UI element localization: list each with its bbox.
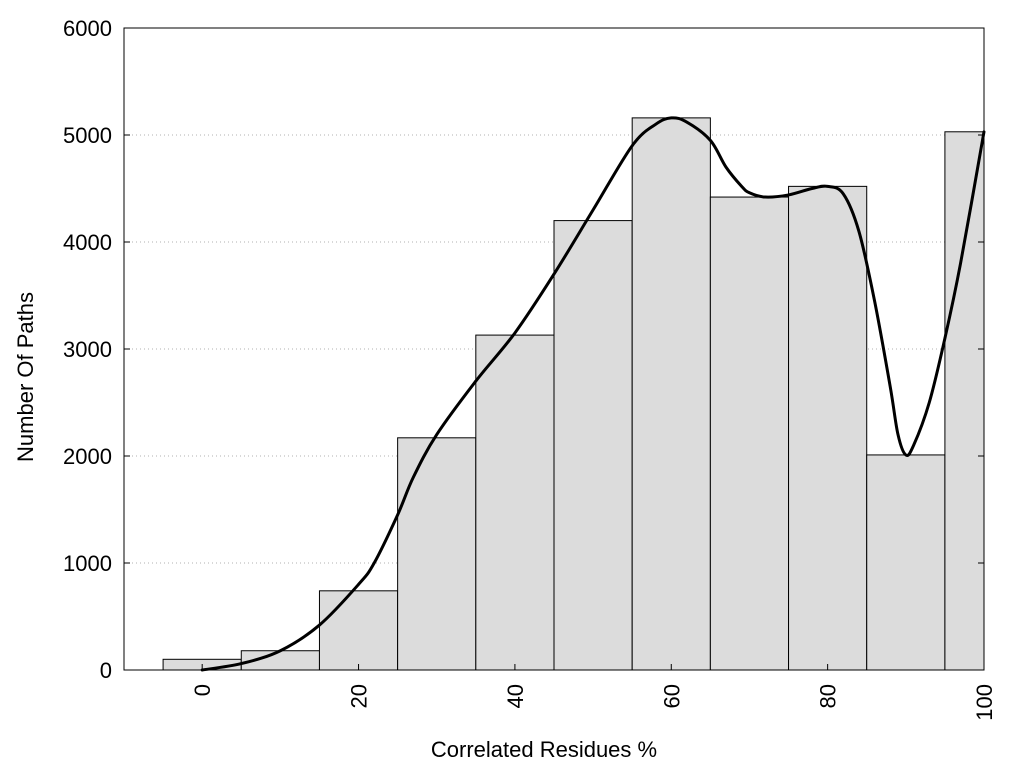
histogram-bar: [475, 334, 555, 671]
y-axis: 0 1000 2000 3000 4000 5000 6000: [63, 16, 984, 683]
histogram-bar: [944, 131, 985, 671]
histogram-bar: [318, 590, 399, 671]
histogram-bar: [397, 437, 477, 671]
y-tick-label: 2000: [63, 444, 112, 469]
y-tick-label: 3000: [63, 337, 112, 362]
histogram-bar: [788, 185, 868, 671]
x-tick-label: 0: [190, 684, 215, 696]
y-axis-title: Number Of Paths: [13, 292, 38, 462]
x-tick-label: 60: [659, 684, 684, 708]
y-tick-label: 6000: [63, 16, 112, 41]
x-axis: 0 20 40 60 80 100: [190, 664, 997, 721]
histogram-bar: [709, 196, 790, 671]
histogram-bar: [866, 454, 946, 671]
x-tick-label: 40: [503, 684, 528, 708]
histogram-bar: [553, 220, 633, 671]
y-tick-label: 5000: [63, 123, 112, 148]
y-tick-label: 1000: [63, 551, 112, 576]
histogram-bar: [631, 117, 711, 671]
curve-layer: [200, 116, 986, 672]
y-tick-label: 0: [100, 658, 112, 683]
bars-layer: [162, 117, 985, 671]
x-axis-title: Correlated Residues %: [431, 737, 657, 762]
x-tick-label: 20: [347, 684, 372, 708]
x-tick-label: 80: [816, 684, 841, 708]
smooth-curve-line: [200, 116, 986, 672]
y-tick-label: 4000: [63, 230, 112, 255]
x-tick-label: 100: [972, 684, 997, 721]
